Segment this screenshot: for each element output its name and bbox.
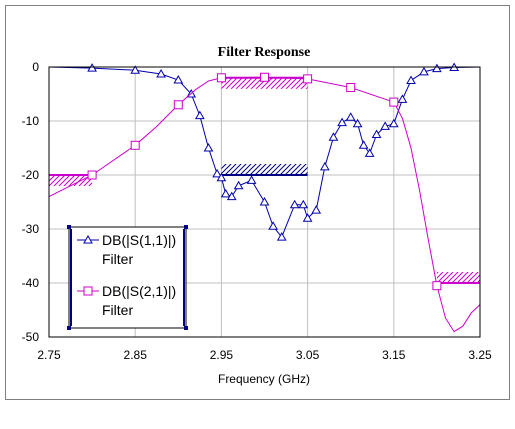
data-point bbox=[246, 175, 257, 184]
data-point bbox=[298, 199, 309, 209]
data-point bbox=[276, 232, 287, 241]
legend-handle bbox=[67, 326, 71, 330]
legend[interactable]: DB(|S(1,1)|) Filter DB(|S(2,1)|) Filter bbox=[67, 225, 188, 330]
data-point bbox=[130, 65, 141, 74]
legend-swatch-marker bbox=[83, 234, 93, 244]
data-point bbox=[432, 63, 442, 73]
data-point bbox=[371, 129, 382, 138]
spec-mask-hatch bbox=[221, 77, 308, 89]
x-tick-label: 3.25 bbox=[468, 348, 492, 362]
legend-series-name: DB(|S(2,1)|) bbox=[102, 283, 176, 299]
spec-mask-hatch bbox=[436, 272, 480, 283]
legend-series-source: Filter bbox=[102, 251, 133, 267]
legend-handle bbox=[184, 326, 188, 330]
chart-title: Filter Response bbox=[218, 45, 311, 60]
series-line bbox=[48, 76, 481, 333]
data-point bbox=[389, 97, 399, 107]
y-tick-label: -50 bbox=[22, 330, 40, 344]
data-point bbox=[130, 140, 140, 150]
data-point bbox=[173, 74, 184, 84]
x-tick-label: 2.85 bbox=[124, 348, 148, 362]
data-point bbox=[345, 112, 356, 121]
x-tick-label: 2.95 bbox=[210, 348, 234, 362]
data-point bbox=[268, 221, 278, 230]
data-point bbox=[364, 148, 375, 157]
data-point bbox=[303, 74, 313, 84]
data-point bbox=[173, 100, 183, 110]
y-tick-label: -30 bbox=[22, 222, 40, 236]
data-point bbox=[259, 196, 270, 206]
series-2 bbox=[48, 72, 481, 333]
data-point bbox=[311, 205, 322, 214]
series-1 bbox=[48, 62, 481, 241]
data-point bbox=[87, 63, 97, 72]
data-point bbox=[319, 161, 330, 171]
y-tick-label: -40 bbox=[22, 276, 40, 290]
data-point bbox=[419, 66, 429, 76]
data-point bbox=[233, 180, 244, 190]
data-point bbox=[216, 172, 227, 182]
data-point bbox=[87, 170, 97, 180]
y-tick-label: -20 bbox=[22, 168, 40, 182]
data-point bbox=[388, 118, 399, 128]
plot-border bbox=[48, 66, 481, 338]
data-point bbox=[216, 73, 226, 83]
data-point bbox=[397, 94, 408, 103]
data-point bbox=[226, 191, 237, 201]
data-point bbox=[337, 117, 347, 127]
spec-mask-hatch bbox=[49, 175, 93, 186]
tick-labels: 2.75 2.85 2.95 3.05 3.15 3.25 0 -10 -20 -30 -40 -50 bbox=[22, 60, 492, 362]
data-point bbox=[328, 132, 339, 141]
legend-series-name: DB(|S(1,1)|) bbox=[102, 232, 176, 248]
data-point bbox=[406, 75, 416, 84]
legend-handle bbox=[67, 225, 71, 229]
data-point bbox=[358, 140, 369, 149]
legend-box bbox=[68, 226, 187, 329]
data-point bbox=[352, 118, 363, 128]
data-point bbox=[302, 213, 313, 222]
legend-series-source: Filter bbox=[102, 302, 133, 318]
x-tick-label: 3.05 bbox=[296, 348, 320, 362]
data-point bbox=[346, 83, 356, 93]
legend-swatch-marker bbox=[83, 286, 93, 296]
data-point bbox=[260, 72, 269, 82]
data-point bbox=[203, 142, 214, 152]
y-tick-label: -10 bbox=[22, 114, 40, 128]
data-point bbox=[194, 110, 205, 120]
data-point bbox=[156, 69, 166, 78]
x-axis-title: Frequency (GHz) bbox=[218, 372, 310, 386]
legend-handle bbox=[184, 225, 188, 229]
y-tick-label: 0 bbox=[32, 60, 39, 74]
data-point bbox=[212, 168, 222, 178]
data-point bbox=[380, 121, 391, 130]
series-layer bbox=[48, 62, 481, 333]
spec-mask-hatch bbox=[221, 164, 308, 175]
data-point bbox=[220, 188, 231, 198]
data-point bbox=[289, 199, 300, 209]
x-tick-label: 2.75 bbox=[37, 348, 61, 362]
data-point bbox=[432, 281, 442, 291]
x-tick-label: 3.15 bbox=[382, 348, 406, 362]
